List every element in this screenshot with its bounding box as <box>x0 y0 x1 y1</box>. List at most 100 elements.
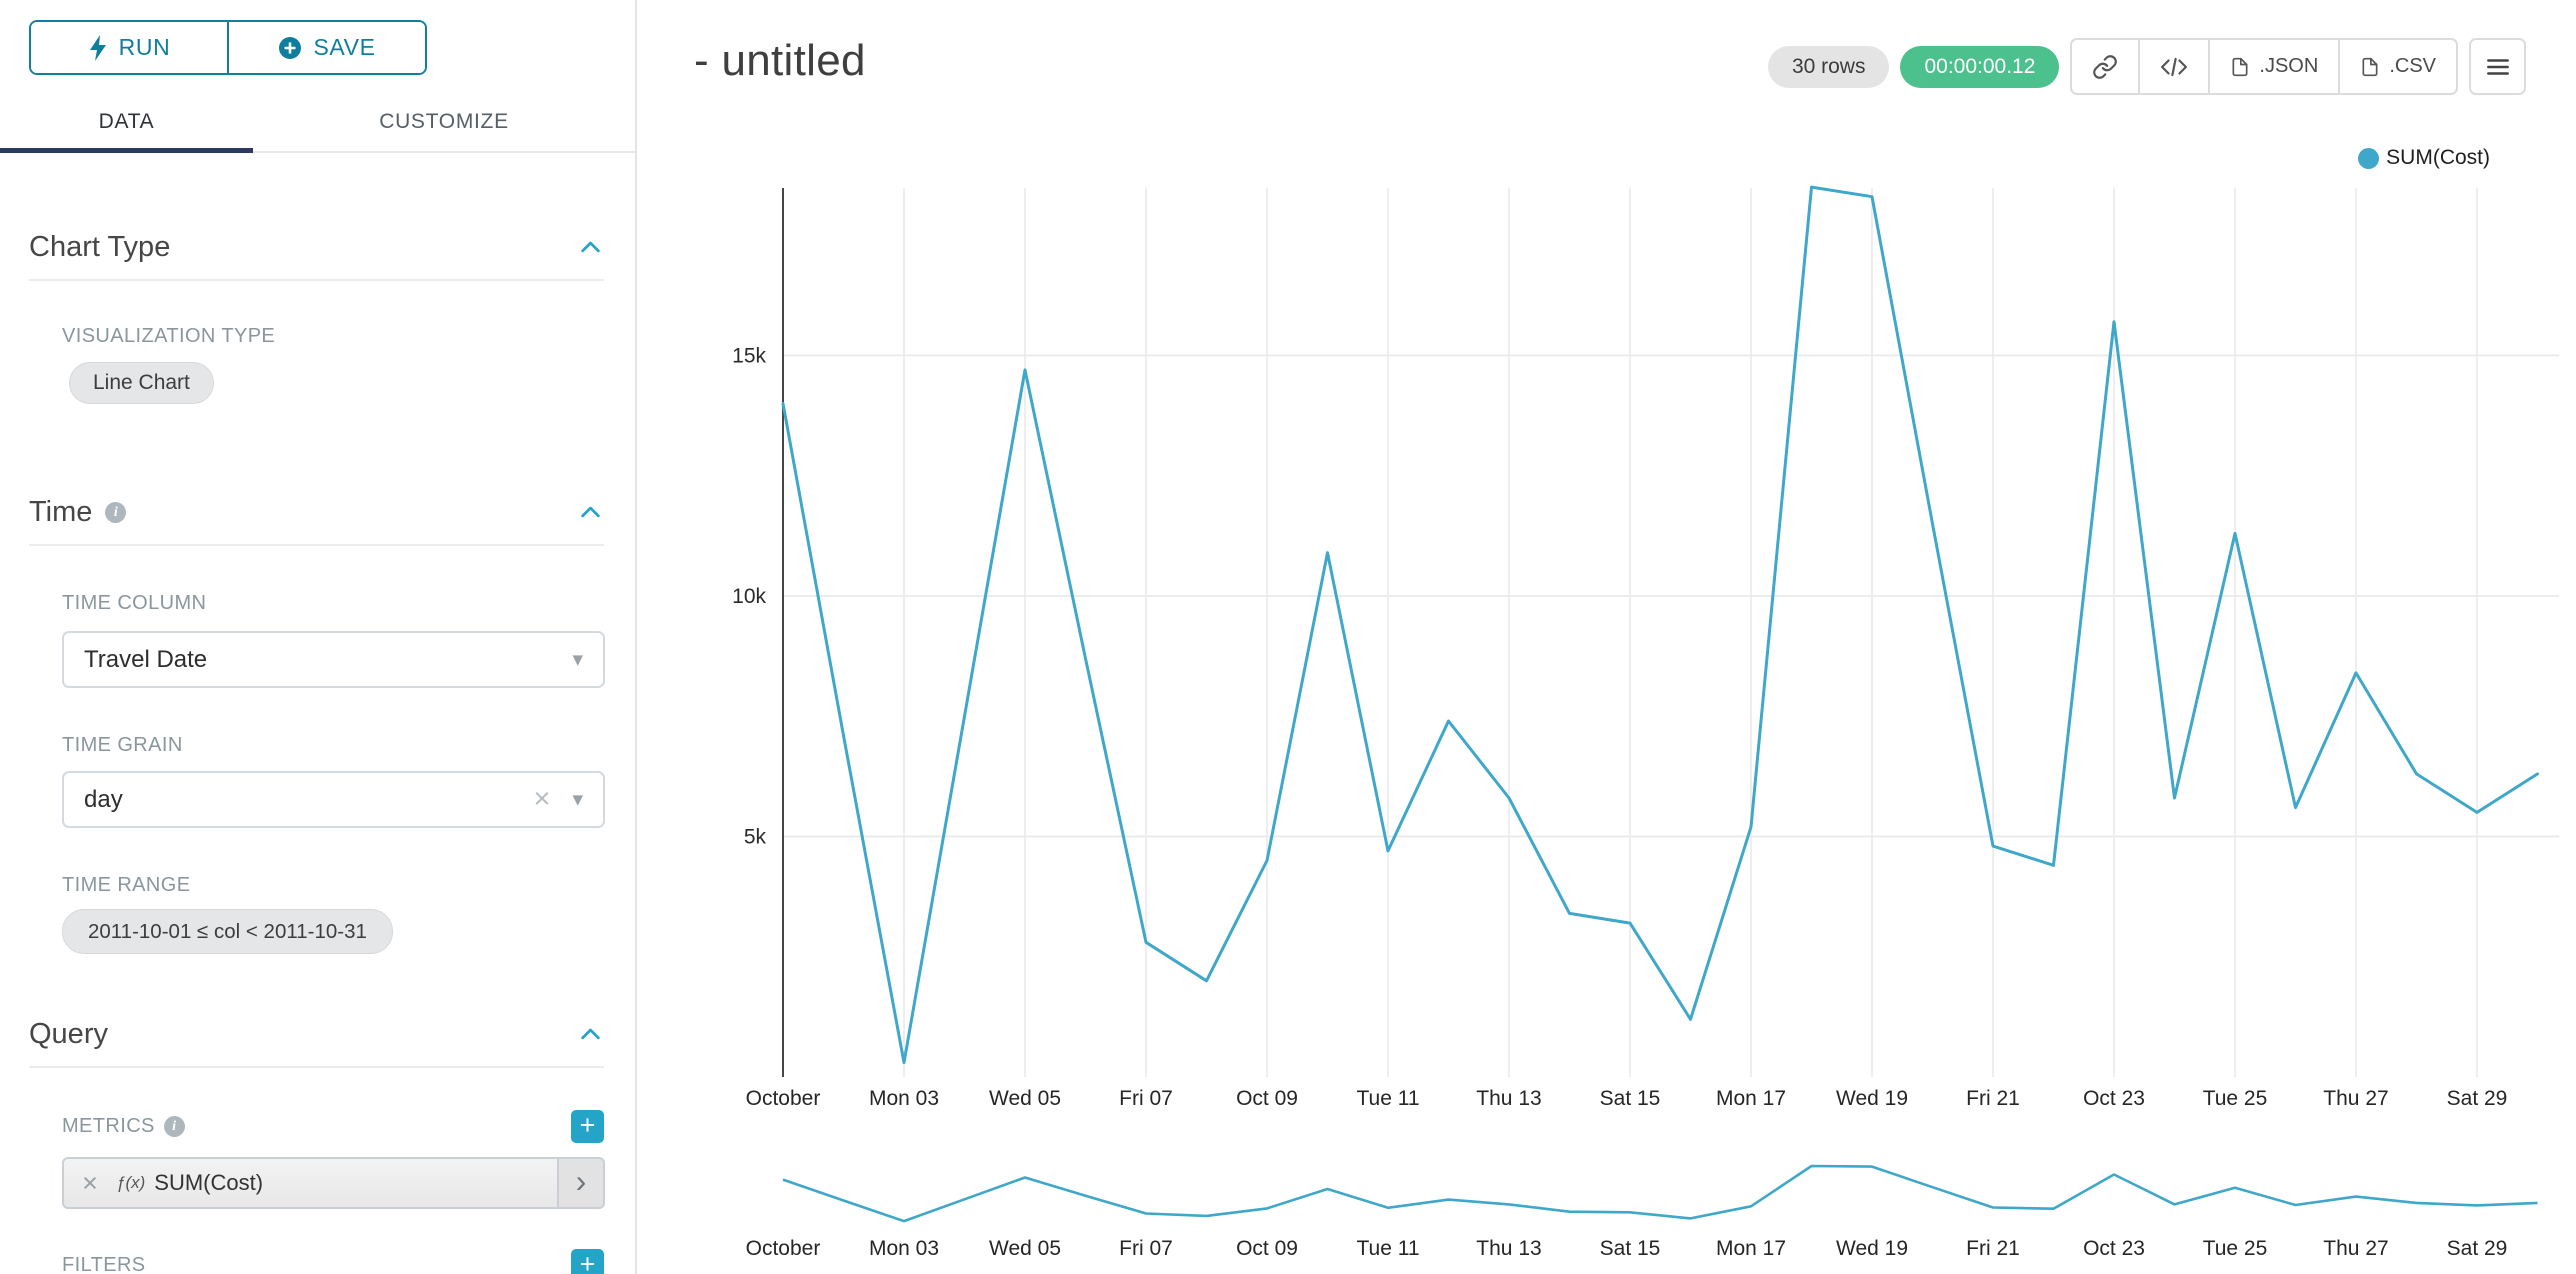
section-chart-type-header[interactable]: Chart Type <box>29 231 604 264</box>
legend-dot <box>2358 147 2380 169</box>
brush-chart <box>782 1164 2538 1223</box>
metric-name: SUM(Cost) <box>154 1170 264 1195</box>
time-column-select[interactable]: Travel Date ▾ <box>62 631 605 688</box>
svg-text:Thu 27: Thu 27 <box>2323 1237 2388 1260</box>
tab-customize-label: CUSTOMIZE <box>379 110 509 133</box>
metrics-label-text: METRICS <box>62 1115 155 1137</box>
section-chart-type: Chart Type VISUALIZATION TYPE Line Chart <box>29 231 604 404</box>
svg-text:Oct 23: Oct 23 <box>2083 1237 2145 1260</box>
viz-type-pill[interactable]: Line Chart <box>69 362 214 404</box>
chart-title: - untitled <box>694 36 866 85</box>
svg-text:Mon 03: Mon 03 <box>869 1237 939 1260</box>
chevron-down-icon[interactable]: ▾ <box>572 648 583 671</box>
tab-data[interactable]: DATA <box>0 93 253 153</box>
time-column-label: TIME COLUMN <box>62 592 207 614</box>
time-range-pill[interactable]: 2011-10-01 ≤ col < 2011-10-31 <box>62 909 393 954</box>
legend-item[interactable]: SUM(Cost) <box>2358 146 2490 170</box>
metrics-row: METRICS i + <box>29 1110 604 1143</box>
svg-text:Oct 09: Oct 09 <box>1236 1237 1298 1260</box>
svg-text:Fri 07: Fri 07 <box>1119 1237 1173 1260</box>
section-time-title: Time i <box>29 496 127 529</box>
hamburger-icon <box>2486 58 2509 75</box>
time-range-label: TIME RANGE <box>62 874 191 896</box>
divider <box>29 1066 604 1068</box>
section-query: Query METRICS i + × ƒ(x) SUM(Cos <box>29 1018 605 1274</box>
section-query-header[interactable]: Query <box>29 1018 604 1051</box>
query-time-badge: 00:00:00.12 <box>1900 45 2060 88</box>
export-csv-button[interactable]: .CSV <box>2338 38 2458 95</box>
filters-label: FILTERS <box>62 1254 146 1274</box>
add-metric-button[interactable]: + <box>571 1110 604 1143</box>
add-filter-button[interactable]: + <box>571 1249 604 1274</box>
save-button[interactable]: SAVE <box>227 22 425 73</box>
section-query-title: Query <box>29 1018 108 1050</box>
axes: 5k 10k 15k October October Mon 03 Mon 03 Wed 05… <box>732 188 2507 1260</box>
metric-pill[interactable]: × ƒ(x) SUM(Cost) › <box>62 1157 605 1209</box>
remove-metric-icon[interactable]: × <box>82 1167 98 1198</box>
svg-text:Sat 29: Sat 29 <box>2447 1087 2508 1110</box>
svg-text:Wed 19: Wed 19 <box>1836 1087 1908 1110</box>
svg-text:10k: 10k <box>732 585 766 608</box>
svg-text:5k: 5k <box>744 825 767 848</box>
divider <box>29 544 604 546</box>
chevron-up-icon[interactable] <box>577 1021 604 1048</box>
section-time: Time i TIME COLUMN Travel Date ▾ TIME GR… <box>29 496 605 954</box>
header-controls: 30 rows 00:00:00.12 <box>1767 38 2526 95</box>
share-link-button[interactable] <box>2070 38 2141 95</box>
grid <box>782 188 2559 1077</box>
menu-button[interactable] <box>2469 38 2526 95</box>
info-icon: i <box>163 1116 185 1137</box>
svg-text:Fri 21: Fri 21 <box>1966 1237 2020 1260</box>
line-chart[interactable]: 5k 10k 15k October October Mon 03 Mon 03 Wed 05… <box>637 0 2576 1274</box>
svg-text:Tue 11: Tue 11 <box>1356 1237 1419 1260</box>
chevron-up-icon[interactable] <box>577 499 604 526</box>
export-button-group: .JSON .CSV <box>2070 38 2458 95</box>
svg-text:Sat 15: Sat 15 <box>1600 1087 1661 1110</box>
svg-text:Fri 07: Fri 07 <box>1119 1087 1173 1110</box>
clear-icon[interactable]: × <box>533 783 551 815</box>
svg-text:Oct 09: Oct 09 <box>1236 1087 1298 1110</box>
code-icon <box>2161 57 2188 76</box>
file-icon <box>2362 57 2378 76</box>
svg-text:Wed 05: Wed 05 <box>989 1237 1061 1260</box>
svg-text:Thu 13: Thu 13 <box>1476 1237 1541 1260</box>
section-time-header[interactable]: Time i <box>29 496 604 529</box>
file-icon <box>2232 57 2248 76</box>
metrics-label: METRICS i <box>62 1115 185 1138</box>
svg-text:15k: 15k <box>732 344 766 367</box>
chevron-down-icon[interactable]: ▾ <box>572 788 583 811</box>
svg-text:Sat 15: Sat 15 <box>1600 1237 1661 1260</box>
info-icon: i <box>105 502 127 523</box>
export-csv-label: .CSV <box>2389 55 2436 77</box>
plus-circle-icon <box>279 36 302 59</box>
svg-text:October: October <box>746 1087 821 1110</box>
svg-text:Wed 05: Wed 05 <box>989 1087 1061 1110</box>
tab-customize[interactable]: CUSTOMIZE <box>253 93 635 151</box>
svg-text:Sat 29: Sat 29 <box>2447 1237 2508 1260</box>
svg-text:Tue 11: Tue 11 <box>1356 1087 1419 1110</box>
filters-row: FILTERS + <box>29 1249 604 1274</box>
svg-text:Wed 19: Wed 19 <box>1836 1237 1908 1260</box>
main-line-series <box>781 185 2539 1065</box>
view-query-button[interactable] <box>2138 38 2211 95</box>
chevron-up-icon[interactable] <box>577 234 604 261</box>
function-icon: ƒ(x) <box>116 1173 146 1192</box>
svg-text:Thu 27: Thu 27 <box>2323 1087 2388 1110</box>
time-grain-value: day <box>84 785 123 813</box>
divider <box>29 279 604 281</box>
svg-text:Mon 17: Mon 17 <box>1716 1237 1786 1260</box>
svg-text:October: October <box>746 1237 821 1260</box>
panel-tabs: DATA CUSTOMIZE <box>0 93 635 153</box>
time-grain-select[interactable]: day × ▾ <box>62 771 605 828</box>
svg-text:Mon 03: Mon 03 <box>869 1087 939 1110</box>
tab-data-label: DATA <box>98 110 155 133</box>
bolt-icon <box>89 34 106 61</box>
run-button[interactable]: RUN <box>31 22 227 73</box>
run-button-label: RUN <box>118 34 171 60</box>
viz-type-label: VISUALIZATION TYPE <box>62 325 276 347</box>
export-json-button[interactable]: .JSON <box>2208 38 2341 95</box>
time-column-value: Travel Date <box>84 645 208 673</box>
chevron-right-icon[interactable]: › <box>557 1159 603 1207</box>
row-count-badge: 30 rows <box>1767 45 1890 88</box>
